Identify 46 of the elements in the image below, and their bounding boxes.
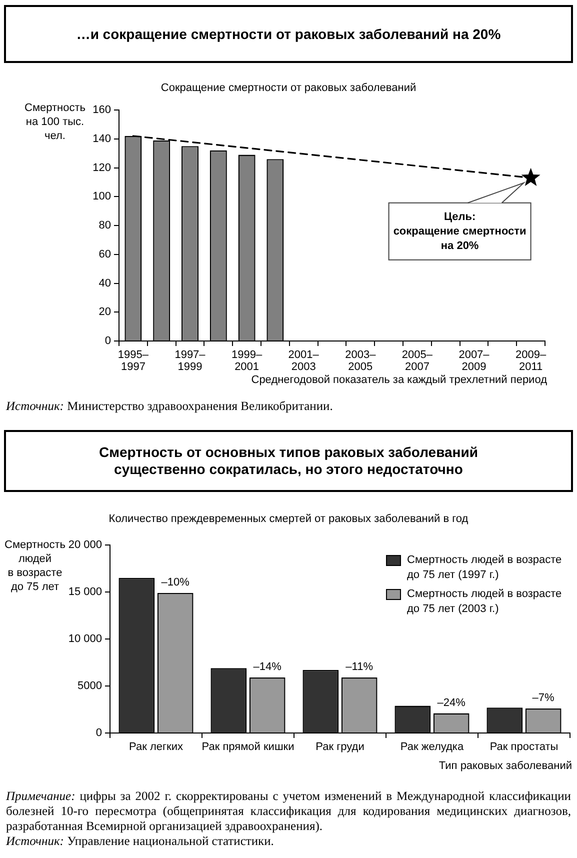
text: Источник: Управление национальной статистики. — [6, 834, 275, 849]
y-tick-label: 60 — [98, 248, 111, 260]
annotation: –10% — [161, 576, 190, 588]
x-tick-label: Рак легких — [129, 741, 184, 754]
y-tick-label: 15 000 — [68, 586, 102, 598]
x-tick-label: 1999–2001 — [232, 349, 263, 374]
x-tick-label: Рак простаты — [490, 741, 558, 754]
x-axis-title: Тип раковых заболеваний — [438, 760, 572, 773]
text: Источник: Министерство здравоохранения Великобритании. — [6, 399, 334, 414]
y-axis-title: Смертность людей в возрасте до 75 лет — [4, 538, 66, 594]
x-tick-label: 2005–2007 — [402, 349, 434, 374]
y-tick-label: 100 — [92, 190, 111, 203]
chart-subtitle: Сокращение смертности от раковых заболеваний — [160, 82, 418, 95]
x-tick-label: 2007–2009 — [458, 349, 490, 374]
y-tick-label: 160 — [92, 104, 111, 116]
annotation: –7% — [532, 692, 555, 704]
x-tick-label: 2009–2011 — [516, 349, 547, 374]
y-tick-label: 80 — [98, 220, 111, 232]
x-tick-label: Рак желудка — [400, 741, 464, 754]
y-tick-label: 20 — [98, 306, 111, 318]
y-tick-label: 0 — [104, 335, 111, 348]
chart-title: …и сокращение смертности от раковых заболеваний на 20% — [4, 5, 573, 63]
y-tick-label: 40 — [98, 277, 111, 290]
chart-title: Смертность от основных типов раковых заболеваний существенно сократилась, но этого недостаточно — [4, 430, 573, 492]
x-tick-label: Рак прямой кишки — [202, 741, 294, 754]
y-tick-label: 10 000 — [68, 633, 102, 646]
annotation: Цель: сокращение смертности на 20% — [393, 210, 526, 252]
y-tick-label: 5000 — [78, 680, 102, 692]
y-tick-label: 20 000 — [68, 539, 102, 552]
x-tick-label: 1997–1999 — [174, 349, 206, 374]
annotation: –14% — [253, 661, 282, 674]
legend-label: Смертность людей в возрасте до 75 лет (1997 г.) — [407, 553, 563, 583]
legend-label: Смертность людей в возрасте до 75 лет (2003 г.) — [407, 587, 563, 617]
y-tick-label: 120 — [92, 162, 111, 174]
x-tick-label: 2003–2005 — [345, 349, 377, 374]
y-axis-title: Смертность на 100 тыс. чел. — [24, 102, 86, 142]
annotation: –24% — [437, 696, 466, 709]
annotation: –11% — [346, 661, 374, 674]
text: Примечание: цифры за 2002 г. скорректированы с учетом изменений в Международной классификации болезней 10-го пересмотра (общепринятая классификация для кодирования медицинских диагнозов, разработанная Всемирной организацией здравоохранения). — [6, 789, 571, 834]
y-tick-label: 140 — [92, 132, 111, 145]
y-tick-label: 0 — [96, 727, 102, 740]
x-tick-label: 1995–1997 — [118, 349, 150, 374]
x-axis-title: Среднегодовой показатель за каждый трехлетний период — [251, 374, 547, 387]
x-tick-label: 2001–2003 — [288, 349, 320, 374]
chart-subtitle: Количество преждевременных смертей от раковых заболеваний в год — [108, 513, 470, 526]
x-tick-label: Рак груди — [316, 741, 364, 754]
